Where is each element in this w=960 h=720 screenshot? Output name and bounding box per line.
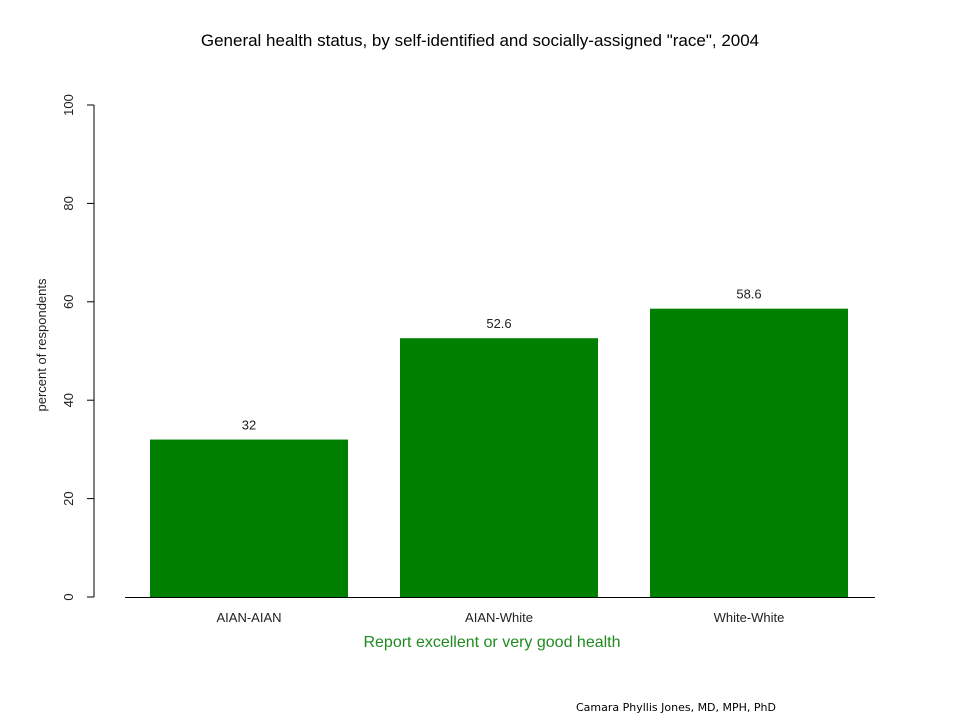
y-tick-label: 60 bbox=[61, 295, 76, 309]
value-label: 58.6 bbox=[736, 287, 761, 302]
x-axis-label: Report excellent or very good health bbox=[363, 634, 620, 651]
y-tick-label: 40 bbox=[61, 393, 76, 407]
value-label: 32 bbox=[242, 418, 256, 433]
category-label: AIAN-White bbox=[465, 610, 533, 625]
bar-aian-white bbox=[400, 338, 598, 597]
bar-white-white bbox=[650, 308, 848, 597]
y-tick-label: 80 bbox=[61, 196, 76, 210]
value-labels: 32 52.6 58.6 bbox=[242, 287, 762, 433]
bars bbox=[150, 308, 848, 597]
y-axis: 0 20 40 60 80 100 bbox=[61, 94, 95, 601]
y-tick-label: 0 bbox=[61, 593, 76, 600]
bar-aian-aian bbox=[150, 439, 348, 597]
category-labels: AIAN-AIAN AIAN-White White-White bbox=[216, 610, 784, 625]
y-axis-label: percent of respondents bbox=[34, 278, 49, 411]
value-label: 52.6 bbox=[486, 316, 511, 331]
category-label: AIAN-AIAN bbox=[216, 610, 281, 625]
y-tick-label: 20 bbox=[61, 491, 76, 505]
category-label: White-White bbox=[714, 610, 785, 625]
chart-title: General health status, by self-identifie… bbox=[201, 31, 759, 50]
credit-text: Camara Phyllis Jones, MD, MPH, PhD bbox=[576, 701, 776, 714]
y-tick-label: 100 bbox=[61, 94, 76, 116]
